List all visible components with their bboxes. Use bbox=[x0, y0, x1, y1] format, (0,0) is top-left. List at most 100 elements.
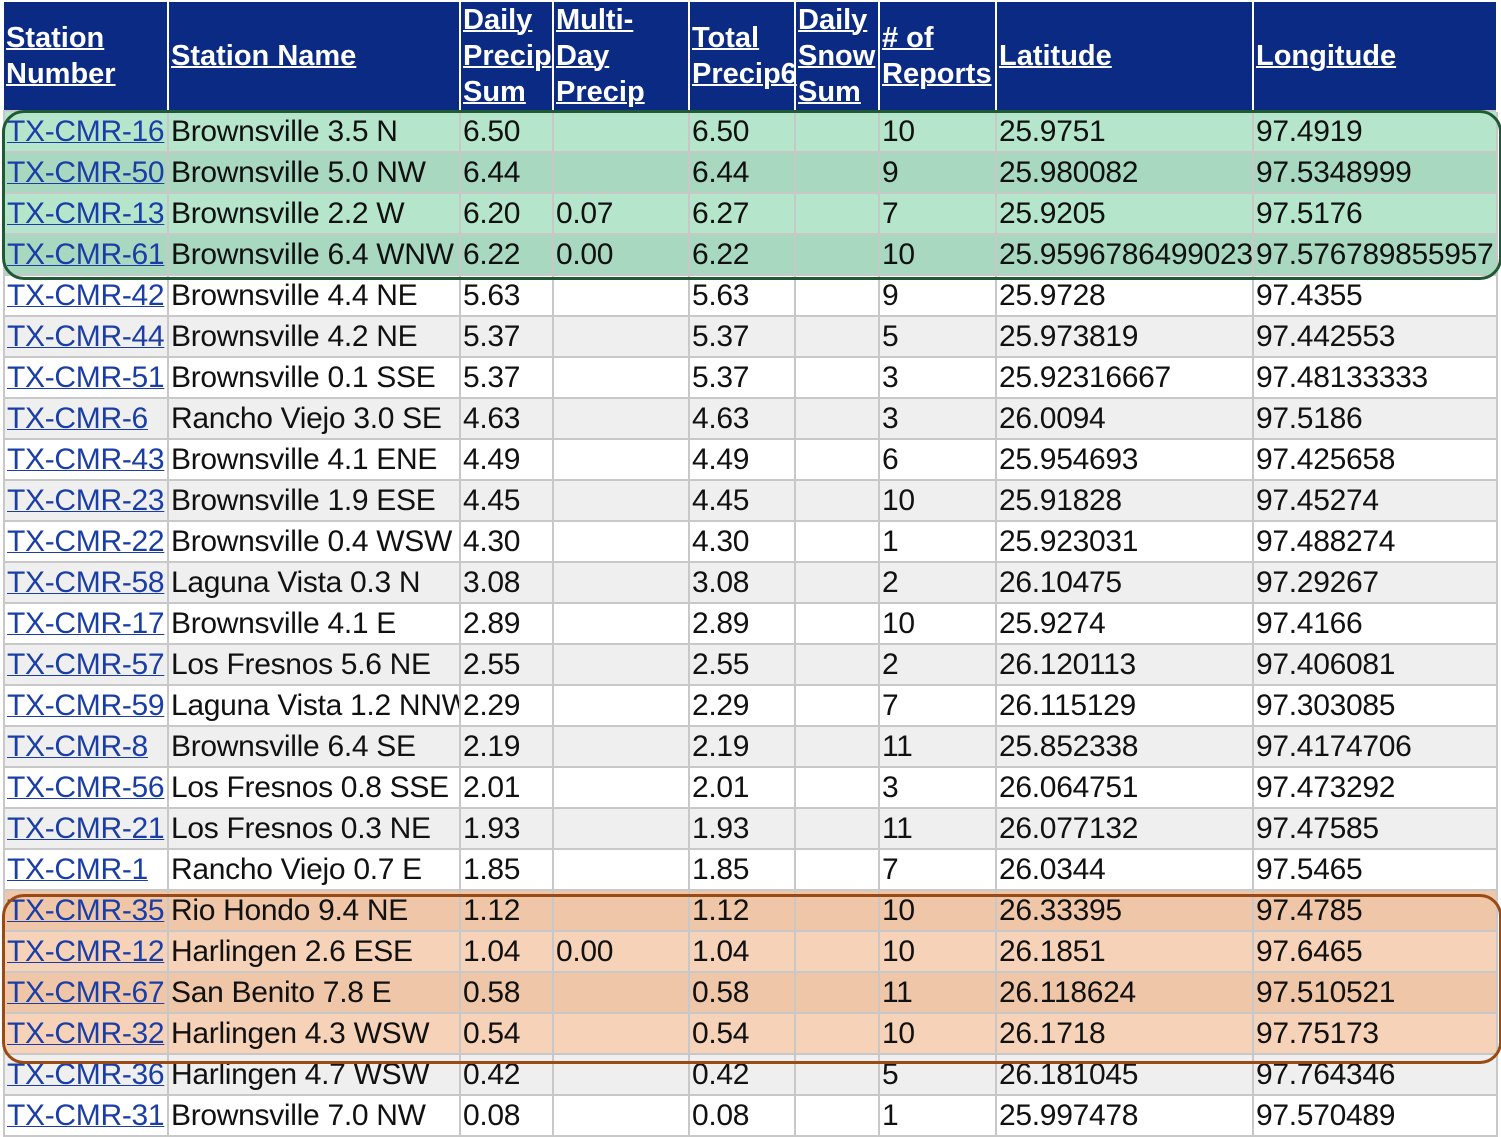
daily-precip-cell: 1.85 bbox=[459, 848, 554, 891]
multi-day-precip-cell bbox=[552, 643, 690, 686]
multi-day-precip-cell: 0.00 bbox=[552, 930, 690, 973]
daily-snow-cell bbox=[794, 602, 880, 645]
column-header-daily-snow-sum[interactable]: Daily Snow Sum bbox=[795, 2, 880, 111]
column-header-total-precip[interactable]: Total Precip6 bbox=[689, 2, 797, 111]
station-link[interactable]: TX-CMR-58 bbox=[3, 561, 169, 604]
daily-snow-cell bbox=[794, 561, 880, 604]
station-link[interactable]: TX-CMR-23 bbox=[3, 479, 169, 522]
latitude-cell: 26.1718 bbox=[995, 1012, 1254, 1055]
reports-cell: 6 bbox=[878, 438, 997, 481]
total-precip-cell: 6.50 bbox=[688, 110, 796, 153]
station-link[interactable]: TX-CMR-35 bbox=[3, 889, 169, 932]
station-link[interactable]: TX-CMR-61 bbox=[3, 233, 169, 276]
daily-snow-cell bbox=[794, 520, 880, 563]
table-row: TX-CMR-67 San Benito 7.8 E 0.58 0.58 11 26.11… bbox=[3, 971, 1498, 1014]
station-name-cell: Brownsville 2.2 W bbox=[167, 192, 461, 235]
reports-cell: 7 bbox=[878, 848, 997, 891]
daily-precip-cell: 5.37 bbox=[459, 356, 554, 399]
latitude-cell: 25.923031 bbox=[995, 520, 1254, 563]
table-row: TX-CMR-32 Harlingen 4.3 WSW 0.54 0.54 10 26.1… bbox=[3, 1012, 1498, 1055]
longitude-cell: 97.303085 bbox=[1252, 684, 1498, 727]
daily-snow-cell bbox=[794, 151, 880, 194]
multi-day-precip-cell bbox=[552, 315, 690, 358]
column-header-latitude[interactable]: Latitude bbox=[996, 2, 1254, 111]
station-link[interactable]: TX-CMR-17 bbox=[3, 602, 169, 645]
column-header-multi-day-precip[interactable]: Multi-Day Precip bbox=[553, 2, 690, 111]
table-row: TX-CMR-56 Los Fresnos 0.8 SSE 2.01 2.01 3 26.… bbox=[3, 766, 1498, 809]
table-row: TX-CMR-58 Laguna Vista 0.3 N 3.08 3.08 2 26.1… bbox=[3, 561, 1498, 604]
latitude-cell: 25.9596786499023 bbox=[995, 233, 1254, 276]
station-link[interactable]: TX-CMR-43 bbox=[3, 438, 169, 481]
daily-snow-cell bbox=[794, 274, 880, 317]
station-link[interactable]: TX-CMR-59 bbox=[3, 684, 169, 727]
table-row: TX-CMR-6 Rancho Viejo 3.0 SE 4.63 4.63 3 26.0… bbox=[3, 397, 1498, 440]
station-link[interactable]: TX-CMR-12 bbox=[3, 930, 169, 973]
station-name-cell: Brownsville 5.0 NW bbox=[167, 151, 461, 194]
column-header-num-reports[interactable]: # of Reports bbox=[879, 2, 997, 111]
station-link[interactable]: TX-CMR-57 bbox=[3, 643, 169, 686]
station-name-cell: Rio Hondo 9.4 NE bbox=[167, 889, 461, 932]
station-link[interactable]: TX-CMR-67 bbox=[3, 971, 169, 1014]
station-link[interactable]: TX-CMR-56 bbox=[3, 766, 169, 809]
column-header-station-number[interactable]: Station Number bbox=[4, 2, 169, 111]
column-header-station-name[interactable]: Station Name bbox=[168, 2, 461, 111]
column-header-daily-precip-sum[interactable]: Daily Precip Sum bbox=[460, 2, 554, 111]
station-link[interactable]: TX-CMR-42 bbox=[3, 274, 169, 317]
latitude-cell: 25.9751 bbox=[995, 110, 1254, 153]
station-link[interactable]: TX-CMR-8 bbox=[3, 725, 169, 768]
total-precip-cell: 5.63 bbox=[688, 274, 796, 317]
table-row: TX-CMR-8 Brownsville 6.4 SE 2.19 2.19 11 25.8… bbox=[3, 725, 1498, 768]
station-link[interactable]: TX-CMR-31 bbox=[3, 1094, 169, 1137]
reports-cell: 3 bbox=[878, 356, 997, 399]
station-link[interactable]: TX-CMR-6 bbox=[3, 397, 169, 440]
column-header-line: Reports bbox=[882, 58, 992, 90]
column-header-longitude[interactable]: Longitude bbox=[1253, 2, 1498, 111]
station-name-cell: Los Fresnos 5.6 NE bbox=[167, 643, 461, 686]
daily-precip-cell: 5.63 bbox=[459, 274, 554, 317]
daily-precip-cell: 0.08 bbox=[459, 1094, 554, 1137]
latitude-cell: 25.997478 bbox=[995, 1094, 1254, 1137]
daily-snow-cell bbox=[794, 397, 880, 440]
column-header-line: Station bbox=[6, 22, 105, 54]
longitude-cell: 97.4166 bbox=[1252, 602, 1498, 645]
station-name-cell: Brownsville 7.0 NW bbox=[167, 1094, 461, 1137]
latitude-cell: 26.120113 bbox=[995, 643, 1254, 686]
station-link[interactable]: TX-CMR-36 bbox=[3, 1053, 169, 1096]
reports-cell: 7 bbox=[878, 192, 997, 235]
latitude-cell: 26.33395 bbox=[995, 889, 1254, 932]
total-precip-cell: 2.29 bbox=[688, 684, 796, 727]
reports-cell: 1 bbox=[878, 520, 997, 563]
station-link[interactable]: TX-CMR-21 bbox=[3, 807, 169, 850]
column-header-line: Longitude bbox=[1256, 40, 1397, 72]
station-name-cell: Harlingen 4.3 WSW bbox=[167, 1012, 461, 1055]
station-link[interactable]: TX-CMR-51 bbox=[3, 356, 169, 399]
longitude-cell: 97.764346 bbox=[1252, 1053, 1498, 1096]
station-link[interactable]: TX-CMR-32 bbox=[3, 1012, 169, 1055]
station-link[interactable]: TX-CMR-16 bbox=[3, 110, 169, 153]
daily-snow-cell bbox=[794, 725, 880, 768]
total-precip-cell: 4.63 bbox=[688, 397, 796, 440]
longitude-cell: 97.48133333 bbox=[1252, 356, 1498, 399]
daily-precip-cell: 6.44 bbox=[459, 151, 554, 194]
multi-day-precip-cell bbox=[552, 356, 690, 399]
station-link[interactable]: TX-CMR-44 bbox=[3, 315, 169, 358]
longitude-cell: 97.45274 bbox=[1252, 479, 1498, 522]
station-link[interactable]: TX-CMR-22 bbox=[3, 520, 169, 563]
station-link[interactable]: TX-CMR-13 bbox=[3, 192, 169, 235]
multi-day-precip-cell bbox=[552, 1094, 690, 1137]
station-name-cell: Harlingen 2.6 ESE bbox=[167, 930, 461, 973]
station-name-cell: Brownsville 4.2 NE bbox=[167, 315, 461, 358]
daily-precip-cell: 0.42 bbox=[459, 1053, 554, 1096]
station-link[interactable]: TX-CMR-1 bbox=[3, 848, 169, 891]
table-row: TX-CMR-44 Brownsville 4.2 NE 5.37 5.37 5 25.9… bbox=[3, 315, 1498, 358]
column-header-line: Sum bbox=[798, 76, 861, 108]
daily-precip-cell: 4.63 bbox=[459, 397, 554, 440]
daily-precip-cell: 4.49 bbox=[459, 438, 554, 481]
multi-day-precip-cell bbox=[552, 971, 690, 1014]
column-header-line: Station Name bbox=[171, 40, 357, 72]
column-header-line: Daily bbox=[798, 4, 868, 36]
latitude-cell: 26.181045 bbox=[995, 1053, 1254, 1096]
daily-precip-cell: 3.08 bbox=[459, 561, 554, 604]
station-link[interactable]: TX-CMR-50 bbox=[3, 151, 169, 194]
longitude-cell: 97.5186 bbox=[1252, 397, 1498, 440]
